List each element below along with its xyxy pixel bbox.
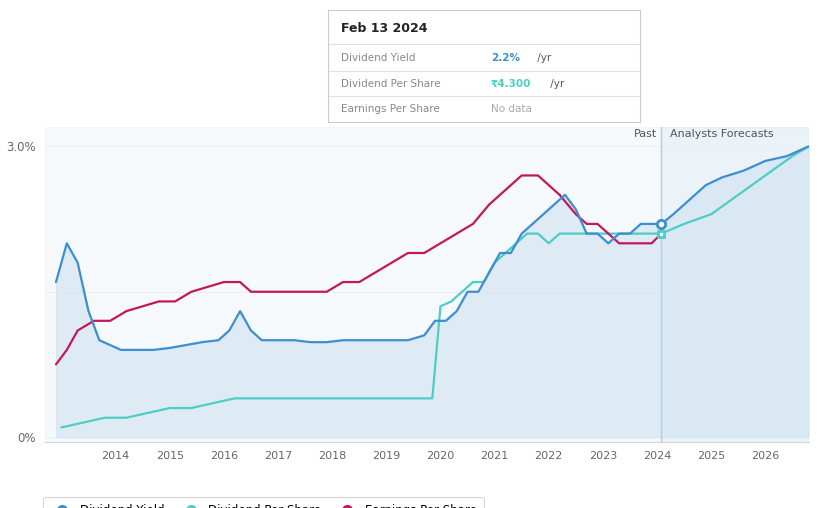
Text: No data: No data [491, 104, 531, 113]
Text: ₹4.300: ₹4.300 [491, 79, 531, 89]
Text: Earnings Per Share: Earnings Per Share [341, 104, 439, 113]
Bar [45, 127, 662, 442]
Text: /yr: /yr [534, 53, 552, 63]
Text: /yr: /yr [547, 79, 564, 89]
Text: Dividend Yield: Dividend Yield [341, 53, 415, 63]
Text: Dividend Per Share: Dividend Per Share [341, 79, 441, 89]
Legend: Dividend Yield, Dividend Per Share, Earnings Per Share: Dividend Yield, Dividend Per Share, Earn… [44, 497, 484, 508]
Text: Past: Past [634, 129, 657, 139]
Text: Analysts Forecasts: Analysts Forecasts [669, 129, 773, 139]
Text: Feb 13 2024: Feb 13 2024 [341, 21, 428, 35]
Text: 2.2%: 2.2% [491, 53, 520, 63]
Bar [662, 127, 809, 442]
